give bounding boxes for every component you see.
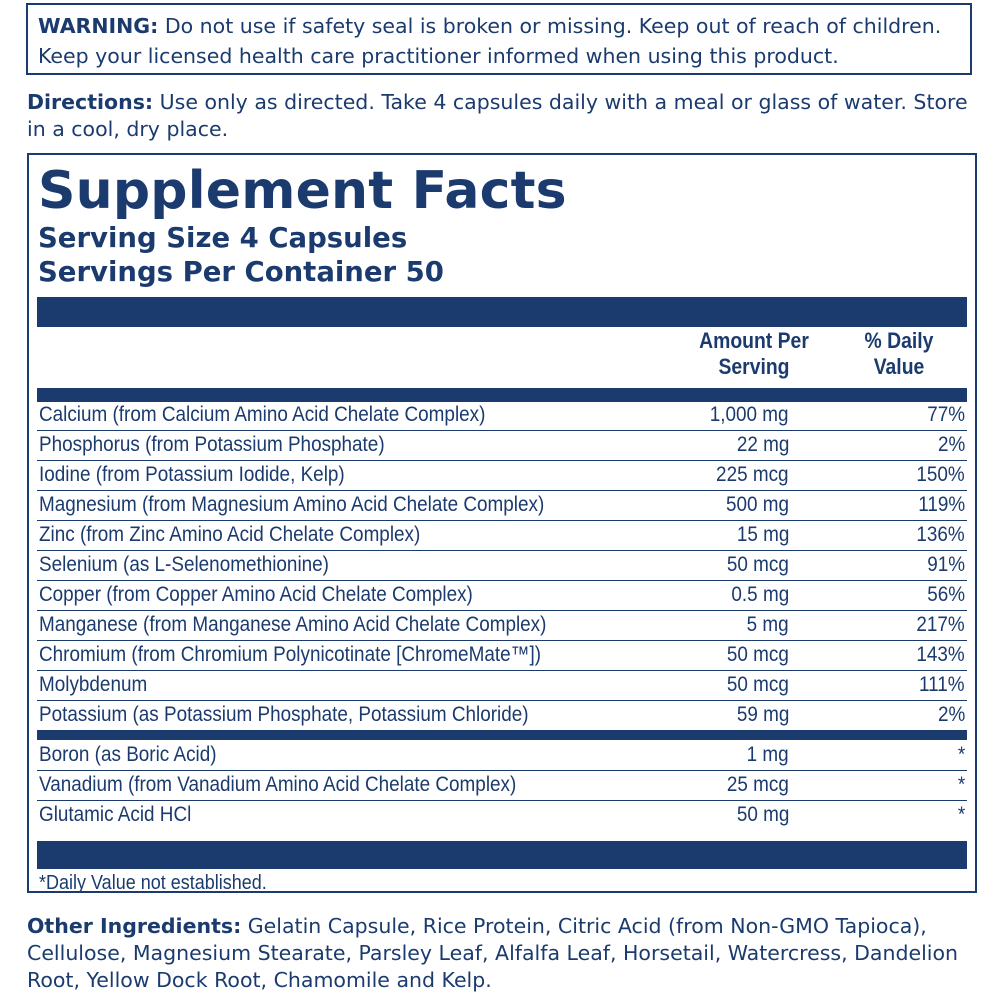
nutrient-daily-value: 217% — [916, 613, 965, 636]
serving-size: Serving Size 4 Capsules — [38, 222, 408, 254]
amount-per-serving-header: Amount Per Serving — [679, 328, 829, 380]
nutrient-amount: 22 mg — [736, 433, 789, 456]
nutrient-daily-value: 111% — [919, 673, 965, 696]
nutrient-row: Iodine (from Potassium Iodide, Kelp) 225 … — [37, 460, 967, 491]
nutrient-row: Magnesium (from Magnesium Amino Acid Che… — [37, 490, 967, 521]
nutrient-row: Manganese (from Manganese Amino Acid Che… — [37, 610, 967, 641]
servings-per-container: Servings Per Container 50 — [38, 256, 444, 288]
nutrient-daily-value: * — [957, 773, 965, 796]
nutrient-amount: 15 mg — [736, 523, 789, 546]
nutrient-name: Boron (as Boric Acid) — [39, 743, 217, 766]
nutrient-row: Selenium (as L-Selenomethionine) 50 mcg 91… — [37, 550, 967, 581]
nutrient-name: Copper (from Copper Amino Acid Chelate C… — [39, 583, 473, 606]
dv-header-line-2: Value — [873, 354, 925, 379]
nutrient-name: Phosphorus (from Potassium Phosphate) — [39, 433, 385, 456]
warning-line-1: WARNING: Do not use if safety seal is br… — [38, 11, 960, 41]
directions-line-1: Directions: Use only as directed. Take 4… — [27, 89, 987, 116]
nutrient-name: Manganese (from Manganese Amino Acid Che… — [39, 613, 547, 636]
nutrient-name: Potassium (as Potassium Phosphate, Potas… — [39, 703, 529, 726]
nutrient-daily-value: 150% — [916, 463, 965, 486]
directions-line-2: in a cool, dry place. — [27, 117, 229, 141]
directions-label: Directions: — [27, 90, 154, 114]
nutrient-row: Calcium (from Calcium Amino Acid Chelate… — [37, 400, 967, 431]
nutrient-amount: 1,000 mg — [710, 403, 789, 426]
nutrient-daily-value: 143% — [916, 643, 965, 666]
other-ingredients: Other Ingredients: Gelatin Capsule, Rice… — [27, 913, 987, 994]
warning-label: WARNING: — [38, 14, 159, 38]
nutrient-daily-value: 91% — [927, 553, 965, 576]
directions-text-1: Use only as directed. Take 4 capsules da… — [153, 90, 968, 114]
nutrient-daily-value: * — [957, 743, 965, 766]
nutrient-row: Chromium (from Chromium Polynicotinate [… — [37, 640, 967, 671]
supplement-facts-panel: Supplement Facts Serving Size 4 Capsules… — [27, 153, 977, 894]
nutrient-daily-value: 77% — [927, 403, 965, 426]
nutrient-name: Glutamic Acid HCl — [39, 803, 192, 826]
nutrient-row: Molybdenum 50 mcg 111% — [37, 670, 967, 701]
nutrient-daily-value: 119% — [918, 493, 965, 516]
daily-value-header: % Daily Value — [846, 328, 952, 380]
nutrient-amount: 225 mcg — [716, 463, 789, 486]
nutrient-name: Selenium (as L-Selenomethionine) — [39, 553, 329, 576]
footer-bar — [37, 841, 967, 869]
nutrient-amount: 500 mg — [725, 493, 789, 516]
other-ingredients-label: Other Ingredients: — [27, 914, 242, 938]
nutrient-amount: 59 mg — [736, 703, 789, 726]
column-header-bar — [37, 388, 967, 402]
warning-text-1: Do not use if safety seal is broken or m… — [158, 14, 942, 38]
separator-bar — [37, 730, 967, 740]
dv-header-line-1: % Daily — [864, 328, 934, 353]
amount-header-line-2: Serving — [718, 354, 790, 379]
nutrient-daily-value: * — [957, 803, 965, 826]
directions: Directions: Use only as directed. Take 4… — [27, 89, 987, 143]
nutrient-name: Zinc (from Zinc Amino Acid Chelate Compl… — [39, 523, 421, 546]
warning-box: WARNING: Do not use if safety seal is br… — [26, 3, 972, 75]
nutrient-daily-value: 56% — [927, 583, 965, 606]
other-ingredients-line-2: Cellulose, Magnesium Stearate, Parsley L… — [27, 941, 959, 965]
nutrient-amount: 50 mcg — [727, 673, 789, 696]
nutrient-name: Molybdenum — [39, 673, 148, 696]
nutrient-row: Glutamic Acid HCl 50 mg * — [37, 800, 967, 830]
nutrient-row: Potassium (as Potassium Phosphate, Potas… — [37, 700, 967, 730]
other-ingredients-line-1: Other Ingredients: Gelatin Capsule, Rice… — [27, 913, 987, 940]
header-bar — [37, 297, 967, 327]
amount-header-line-1: Amount Per — [699, 328, 809, 353]
nutrient-amount: 50 mcg — [727, 553, 789, 576]
nutrient-row: Boron (as Boric Acid) 1 mg * — [37, 740, 967, 771]
warning-line-2: Keep your licensed health care practitio… — [38, 44, 839, 68]
nutrient-amount: 50 mcg — [727, 643, 789, 666]
other-ingredients-line-3: Root, Yellow Dock Root, Chamomile and Ke… — [27, 968, 492, 992]
nutrient-daily-value: 136% — [916, 523, 965, 546]
nutrient-daily-value: 2% — [937, 703, 965, 726]
footnote: *Daily Value not established. — [39, 872, 267, 894]
nutrient-amount: 50 mg — [736, 803, 789, 826]
nutrient-row: Vanadium (from Vanadium Amino Acid Chela… — [37, 770, 967, 801]
other-ingredients-text-1: Gelatin Capsule, Rice Protein, Citric Ac… — [241, 914, 927, 938]
nutrient-name: Vanadium (from Vanadium Amino Acid Chela… — [39, 773, 517, 796]
nutrient-row: Phosphorus (from Potassium Phosphate) 22 … — [37, 430, 967, 461]
facts-title: Supplement Facts — [38, 161, 567, 221]
nutrient-daily-value: 2% — [937, 433, 965, 456]
nutrient-name: Chromium (from Chromium Polynicotinate [… — [39, 643, 542, 666]
nutrient-row: Zinc (from Zinc Amino Acid Chelate Compl… — [37, 520, 967, 551]
nutrient-row: Copper (from Copper Amino Acid Chelate C… — [37, 580, 967, 611]
nutrient-amount: 25 mcg — [727, 773, 789, 796]
nutrient-amount: 0.5 mg — [731, 583, 789, 606]
nutrient-name: Calcium (from Calcium Amino Acid Chelate… — [39, 403, 486, 426]
nutrient-name: Iodine (from Potassium Iodide, Kelp) — [39, 463, 345, 486]
nutrient-name: Magnesium (from Magnesium Amino Acid Che… — [39, 493, 545, 516]
nutrient-amount: 1 mg — [746, 743, 789, 766]
nutrient-amount: 5 mg — [746, 613, 789, 636]
